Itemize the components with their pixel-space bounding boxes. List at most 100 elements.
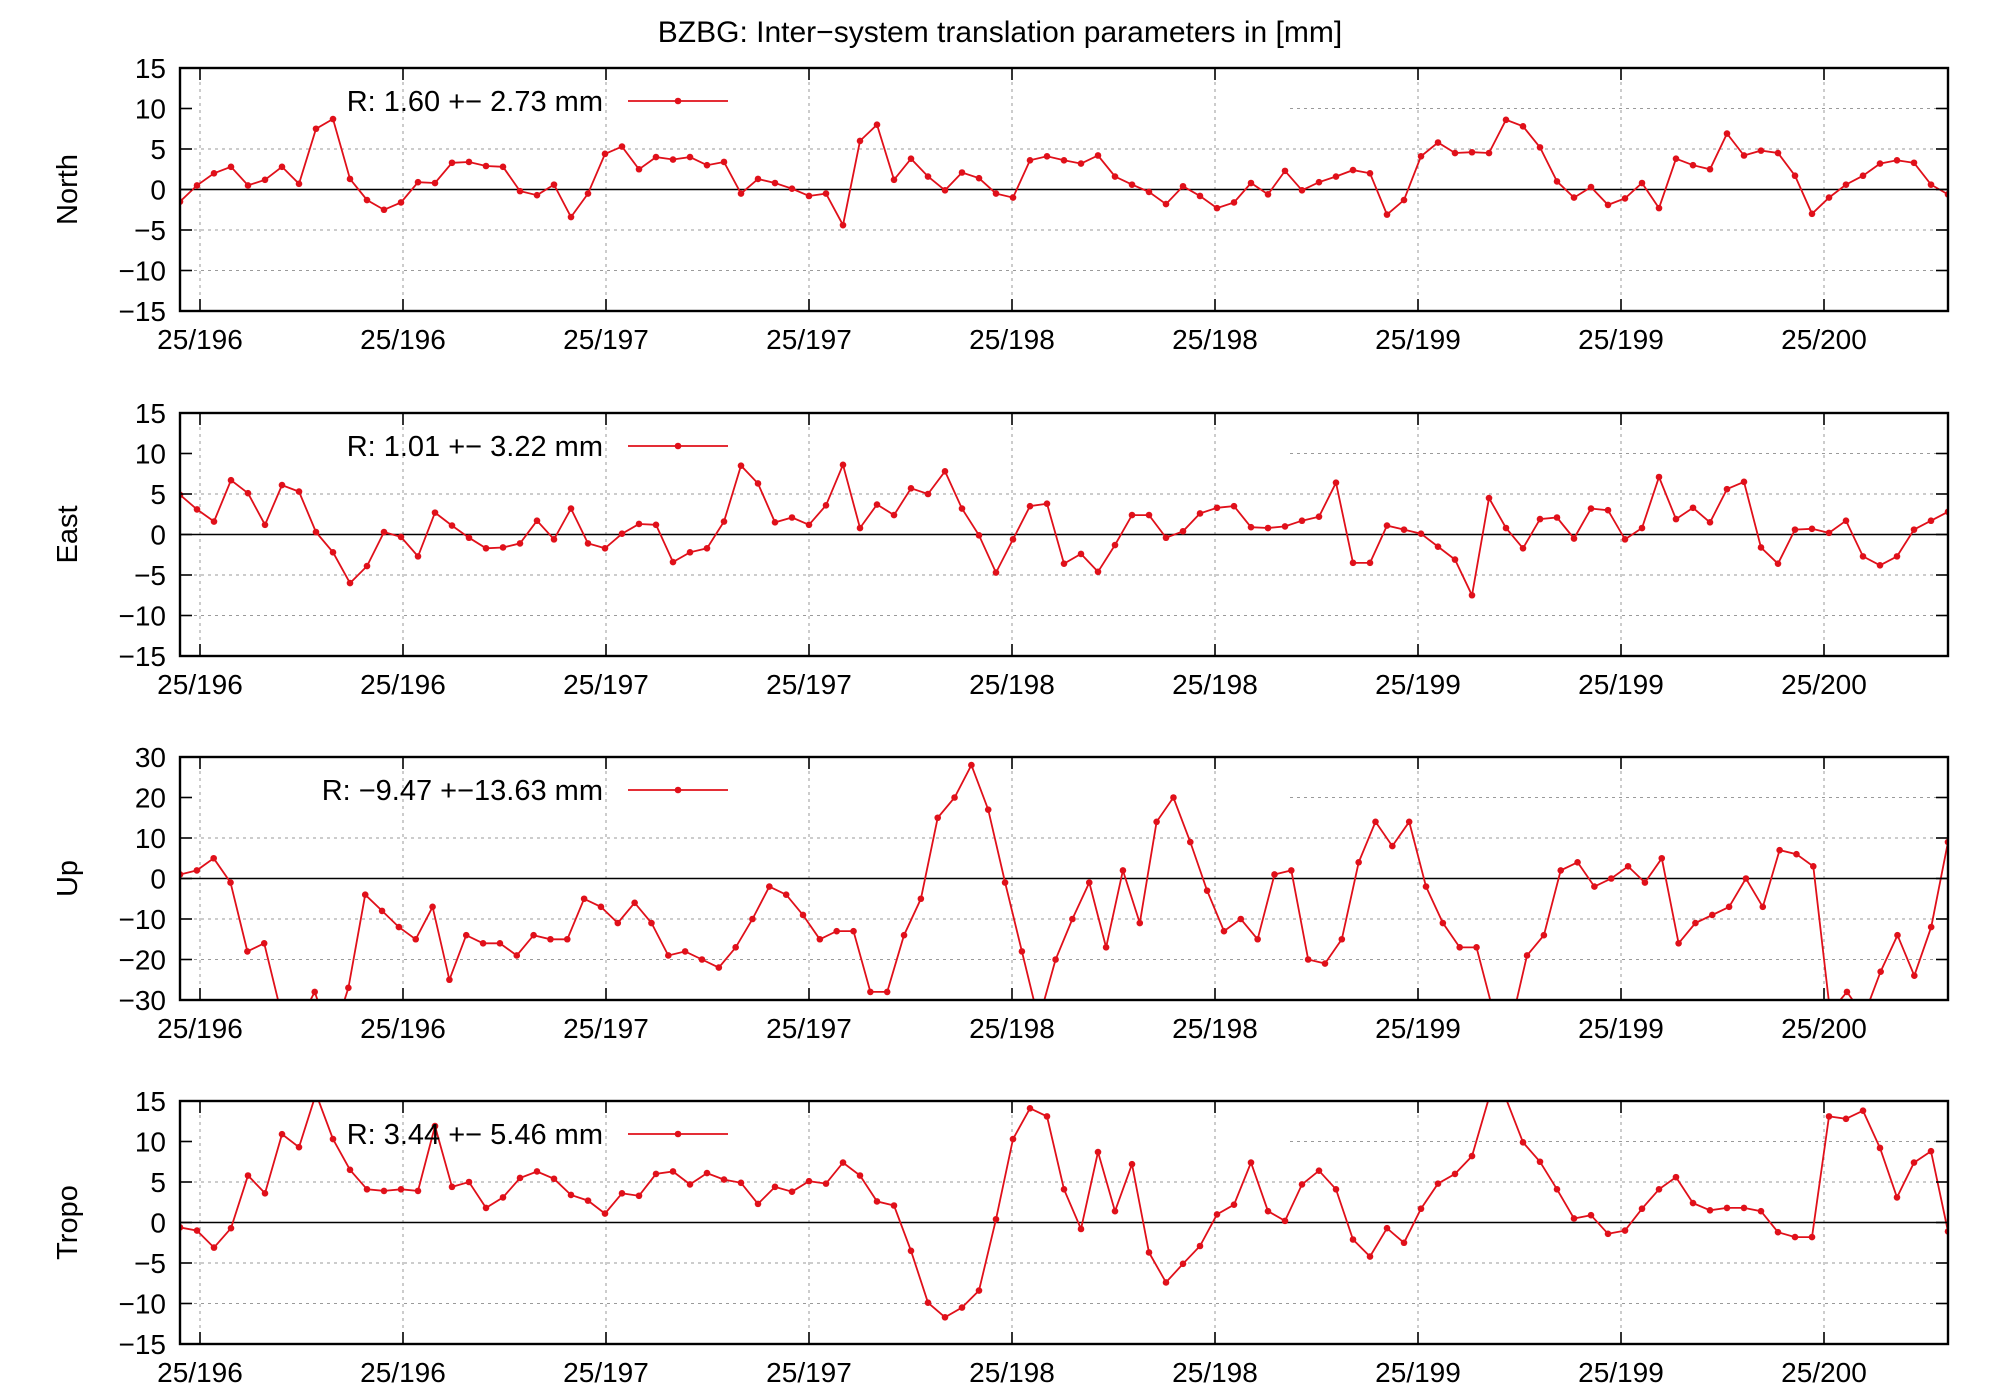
data-point-tropo-56	[1128, 1160, 1136, 1168]
series-line-east	[180, 462, 1948, 599]
data-point-east-56	[1128, 511, 1136, 519]
ytick-label-north-0: 15	[135, 53, 166, 84]
data-point-east-49	[1009, 536, 1017, 543]
data-point-east-47	[975, 532, 983, 539]
ytick-label-tropo-1: 10	[135, 1127, 166, 1158]
data-point-tropo-95	[1791, 1233, 1799, 1241]
data-point-up-33	[732, 944, 739, 951]
data-point-north-2	[210, 170, 218, 177]
data-point-north-82	[1570, 194, 1578, 201]
data-point-east-24	[584, 540, 592, 547]
series-line-north	[180, 117, 1948, 228]
data-point-up-22	[547, 935, 554, 943]
ytick-label-up-6: −30	[119, 985, 167, 1016]
data-point-north-64	[1264, 191, 1272, 198]
data-point-up-38	[816, 935, 824, 943]
legend-marker-north	[674, 97, 682, 105]
data-point-east-16	[448, 522, 456, 529]
data-point-north-9	[329, 115, 337, 123]
data-point-tropo-27	[635, 1192, 643, 1200]
data-point-east-4	[244, 489, 252, 497]
data-point-tropo-99	[1859, 1107, 1867, 1115]
data-point-east-21	[533, 517, 541, 525]
xtick-label-tropo-2: 25/197	[563, 1357, 649, 1388]
data-point-north-60	[1196, 192, 1204, 200]
data-point-north-8	[312, 125, 320, 133]
data-point-up-84	[1591, 883, 1598, 890]
data-point-up-83	[1574, 859, 1581, 866]
data-point-east-46	[958, 505, 966, 512]
data-point-up-71	[1372, 818, 1379, 826]
data-point-north-4	[244, 182, 252, 189]
data-point-north-12	[380, 206, 388, 214]
xtick-label-tropo-7: 25/199	[1578, 1357, 1664, 1388]
data-point-east-84	[1604, 506, 1612, 514]
data-point-north-73	[1417, 152, 1425, 160]
data-point-north-94	[1774, 149, 1782, 157]
data-point-up-57	[1136, 919, 1144, 927]
data-point-tropo-87	[1655, 1185, 1663, 1193]
data-point-north-79	[1519, 123, 1527, 130]
data-point-tropo-41	[873, 1198, 881, 1205]
data-point-north-97	[1825, 194, 1833, 201]
data-point-up-67	[1304, 956, 1312, 963]
data-point-tropo-13	[397, 1185, 405, 1193]
data-point-up-44	[917, 895, 925, 903]
ytick-label-east-0: 15	[135, 398, 166, 429]
data-point-up-25	[597, 903, 605, 911]
data-point-tropo-86	[1638, 1205, 1646, 1213]
data-point-up-11	[361, 891, 369, 898]
data-point-tropo-70	[1366, 1253, 1374, 1260]
ytick-label-up-2: 10	[135, 823, 166, 854]
data-point-east-70	[1366, 559, 1374, 567]
data-point-east-6	[278, 481, 286, 489]
data-point-up-70	[1355, 859, 1362, 866]
data-point-east-11	[363, 562, 371, 570]
data-point-up-80	[1523, 952, 1531, 959]
data-point-tropo-97	[1825, 1113, 1833, 1120]
legend-east: R: 1.01 +− 3.22 mm	[347, 431, 728, 463]
data-point-east-63	[1247, 523, 1255, 531]
data-point-tropo-26	[618, 1190, 626, 1197]
data-point-east-85	[1621, 536, 1629, 543]
data-point-up-42	[883, 988, 891, 996]
data-point-up-104	[1927, 923, 1935, 931]
data-point-east-71	[1383, 522, 1391, 529]
ytick-label-east-5: −10	[119, 601, 167, 632]
data-point-north-14	[414, 178, 422, 186]
xtick-label-east-7: 25/199	[1578, 669, 1664, 700]
data-point-up-87	[1641, 879, 1649, 886]
data-point-east-67	[1315, 513, 1323, 520]
data-point-tropo-3	[227, 1224, 235, 1232]
ytick-label-up-4: −10	[119, 904, 167, 935]
data-point-north-68	[1332, 173, 1340, 180]
data-point-north-48	[992, 190, 1000, 197]
series-east	[180, 461, 1948, 599]
data-point-north-102	[1910, 159, 1918, 167]
chart-title: BZBG: Inter−system translation parameter…	[658, 16, 1342, 49]
data-point-up-8	[311, 988, 319, 996]
ytick-label-tropo-5: −10	[119, 1289, 167, 1320]
data-point-tropo-91	[1723, 1204, 1731, 1212]
data-point-tropo-6	[278, 1130, 286, 1138]
ytick-label-tropo-2: 5	[150, 1167, 166, 1198]
xtick-label-north-6: 25/199	[1375, 324, 1461, 355]
data-point-north-44	[924, 173, 932, 180]
data-point-tropo-4	[244, 1172, 252, 1179]
data-point-tropo-58	[1162, 1279, 1170, 1286]
data-point-up-96	[1793, 850, 1800, 858]
data-point-tropo-37	[805, 1177, 813, 1185]
data-point-north-77	[1485, 149, 1493, 157]
data-point-east-73	[1417, 530, 1425, 537]
xtick-label-up-5: 25/198	[1172, 1013, 1258, 1044]
xtick-label-east-5: 25/198	[1172, 669, 1258, 700]
data-point-tropo-24	[584, 1197, 592, 1204]
data-point-tropo-16	[448, 1183, 456, 1191]
data-point-north-69	[1349, 166, 1357, 174]
series-north	[180, 115, 1948, 229]
xtick-label-north-0: 25/196	[157, 324, 243, 355]
data-point-tropo-33	[737, 1179, 745, 1187]
series-tropo	[180, 1101, 1948, 1321]
